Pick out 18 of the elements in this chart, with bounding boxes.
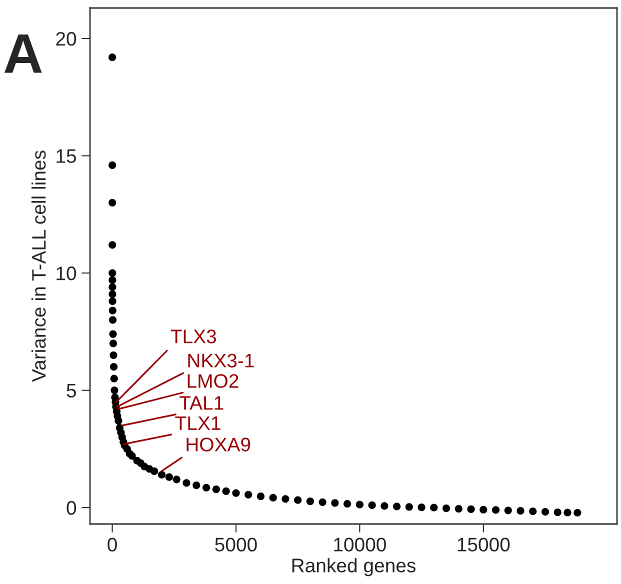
y-axis-title: Variance in T-ALL cell lines — [32, 150, 46, 382]
annotation: HOXA9 — [186, 438, 250, 452]
y-tick-label: 0 — [66, 501, 76, 515]
annotation: TAL1 — [180, 396, 224, 410]
annotation: TLX1 — [175, 416, 220, 430]
annotation: NKX3-1 — [188, 354, 254, 368]
x-axis-title: Ranked genes — [292, 558, 416, 576]
x-tick-label: 15000 — [458, 538, 510, 552]
y-tick-label: 10 — [56, 266, 76, 280]
x-tick-label: 5000 — [215, 538, 257, 552]
annotation: TLX3 — [170, 330, 216, 344]
text: A — [4, 34, 42, 73]
x-tick-label: 10000 — [334, 538, 386, 552]
x-tick-label: 0 — [108, 538, 117, 552]
y-tick-label: 15 — [56, 149, 76, 163]
y-tick-label: 5 — [66, 384, 76, 398]
annotation: LMO2 — [188, 374, 238, 388]
y-tick-label: 20 — [56, 32, 76, 46]
